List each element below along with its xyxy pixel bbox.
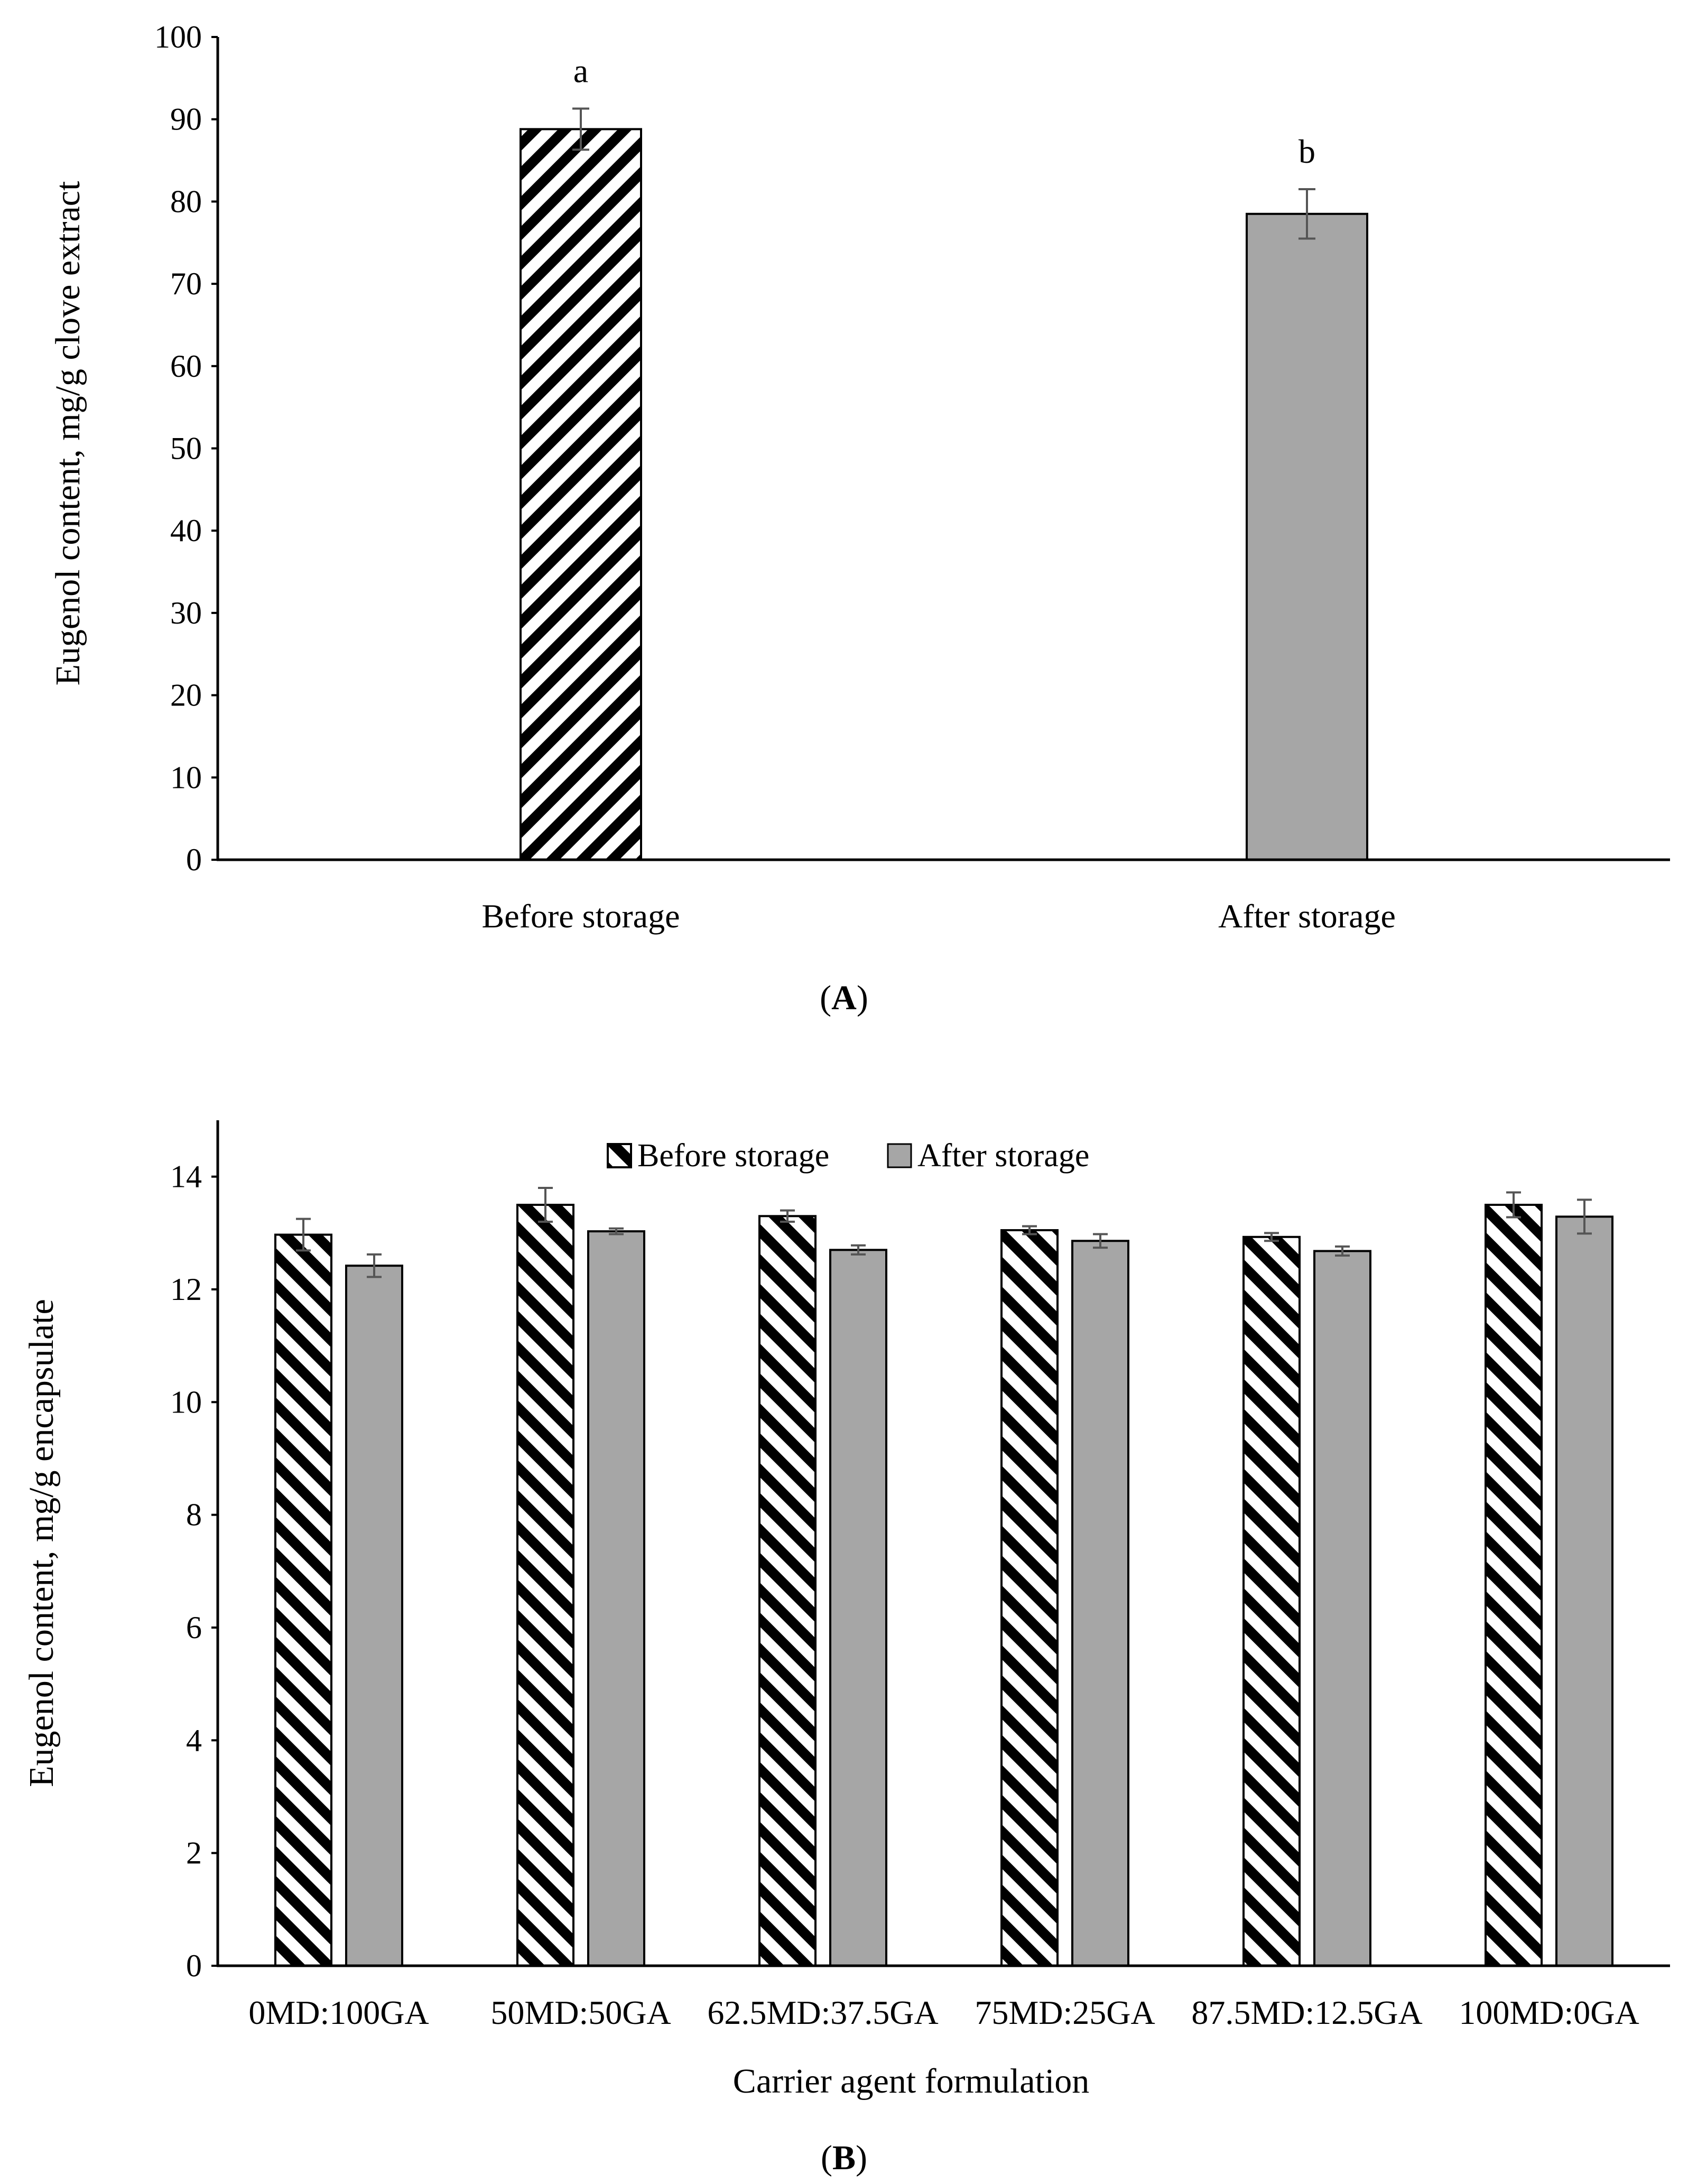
- chart-b-error-bar-100md-0ga-after-storage: [1577, 1198, 1592, 1235]
- chart-a-axes: [216, 37, 1670, 861]
- chart-a-x-tick-label-after-storage: After storage: [1218, 897, 1396, 935]
- chart-a-bar-after-storage: [1246, 212, 1368, 861]
- chart-a-significance-label-before-storage: a: [573, 52, 588, 89]
- chart-b-error-bar-62-5md-37-5ga-before-storage: [780, 1209, 795, 1223]
- chart-b-y-axis-title: Eugenol content, mg/g encapsulate: [22, 1299, 61, 1787]
- chart-b-bar-100md-0ga-after-storage: [1555, 1215, 1613, 1967]
- chart-b-error-bar-75md-25ga-before-storage: [1022, 1225, 1037, 1235]
- chart-b-error-bar-0md-100ga-before-storage: [296, 1218, 311, 1252]
- legend-swatch-before-storage: [607, 1143, 632, 1168]
- chart-b-panel-label: (B): [821, 2139, 867, 2177]
- chart-b-y-tick-label-6: 6: [186, 1610, 202, 1645]
- chart-b-bar-50md-50ga-after-storage: [587, 1230, 645, 1967]
- chart-b-bar-0md-100ga-after-storage: [345, 1265, 403, 1967]
- chart-b-x-tick-label-50md-50ga: 50MD:50GA: [490, 1994, 671, 2031]
- chart-b-x-tick-label-0md-100ga: 0MD:100GA: [248, 1994, 429, 2031]
- chart-b-y-tick-label-14: 14: [170, 1159, 202, 1194]
- chart-a-y-tick-label-50: 50: [170, 431, 202, 466]
- chart-a-significance-label-after-storage: b: [1299, 133, 1315, 170]
- chart-a-y-tick-label-30: 30: [170, 596, 202, 630]
- chart-a-y-tick-label-10: 10: [170, 760, 202, 795]
- chart-a-y-tick-label-80: 80: [170, 184, 202, 219]
- chart-b-x-tick-label-100md-0ga: 100MD:0GA: [1459, 1994, 1639, 2031]
- chart-b-y-tick-label-4: 4: [186, 1723, 202, 1758]
- chart-b-error-bar-0md-100ga-after-storage: [367, 1253, 382, 1278]
- legend-swatch-after-storage: [887, 1143, 912, 1168]
- chart-b-x-tick-label-62-5md-37-5ga: 62.5MD:37.5GA: [707, 1994, 938, 2031]
- legend-item-before-storage: Before storage: [607, 1138, 829, 1174]
- chart-a-y-tick-label-100: 100: [154, 20, 202, 54]
- chart-b-bar-75md-25ga-after-storage: [1071, 1240, 1129, 1967]
- chart-b-y-tick-label-12: 12: [170, 1272, 202, 1307]
- chart-a-y-tick-label-0: 0: [186, 842, 202, 877]
- chart-b-bars: [274, 1187, 1613, 1967]
- chart-b-axes: [216, 1120, 1670, 1967]
- chart-b-bar-62-5md-37-5ga-after-storage: [829, 1249, 887, 1967]
- chart-a-panel-label: (A): [820, 979, 868, 1017]
- chart-b-legend: Before storage After storage: [607, 1138, 1089, 1174]
- chart-a-y-tick-label-40: 40: [170, 513, 202, 548]
- chart-b-error-bar-50md-50ga-after-storage: [609, 1227, 624, 1235]
- chart-b-y-tick-label-2: 2: [186, 1836, 202, 1871]
- chart-b-bar-87-5md-12-5ga-after-storage: [1313, 1250, 1371, 1967]
- chart-b-error-bar-75md-25ga-after-storage: [1093, 1233, 1108, 1249]
- chart-a-y-tick-label-70: 70: [170, 266, 202, 301]
- chart-a-y-tick-label-60: 60: [170, 349, 202, 384]
- chart-b-error-bar-50md-50ga-before-storage: [538, 1187, 553, 1223]
- chart-b-y-tick-label-0: 0: [186, 1948, 202, 1983]
- chart-b: 0 2 4 6 8 10 12 14 0MD:100GA 50MD:50GA 62.5MD:37.…: [22, 1120, 1670, 2177]
- chart-a-x-axis-labels: Before storage After storage: [482, 897, 1396, 935]
- chart-a-bar-before-storage: [520, 128, 642, 861]
- chart-b-y-tick-label-8: 8: [186, 1498, 202, 1532]
- chart-b-x-axis-labels: 0MD:100GA 50MD:50GA 62.5MD:37.5GA 75MD:25GA…: [248, 1994, 1639, 2031]
- chart-b-bar-50md-50ga-before-storage: [516, 1204, 574, 1967]
- chart-a-y-tick-label-20: 20: [170, 678, 202, 713]
- legend-item-after-storage: After storage: [887, 1138, 1089, 1174]
- legend-label-after-storage: After storage: [917, 1138, 1089, 1174]
- chart-b-bar-62-5md-37-5ga-before-storage: [758, 1215, 817, 1967]
- chart-a-y-axis-title: Eugenol content, mg/g clove extract: [49, 181, 87, 686]
- chart-a-bars: ab: [520, 52, 1368, 861]
- chart-a-x-tick-label-before-storage: Before storage: [482, 897, 680, 935]
- chart-b-x-axis-title: Carrier agent formulation: [733, 2062, 1089, 2101]
- chart-b-error-bar-62-5md-37-5ga-after-storage: [851, 1244, 866, 1256]
- chart-a-y-tick-label-90: 90: [170, 102, 202, 137]
- chart-b-bar-75md-25ga-before-storage: [1000, 1229, 1059, 1967]
- legend-label-before-storage: Before storage: [637, 1138, 829, 1174]
- chart-b-bar-87-5md-12-5ga-before-storage: [1242, 1235, 1301, 1967]
- chart-b-y-axis-ticks: 0 2 4 6 8 10 12 14: [170, 1159, 218, 1983]
- chart-a-error-bar-before-storage: [572, 107, 589, 151]
- chart-b-x-tick-label-87-5md-12-5ga: 87.5MD:12.5GA: [1191, 1994, 1422, 2031]
- chart-b-error-bar-87-5md-12-5ga-before-storage: [1264, 1232, 1279, 1242]
- chart-a-error-bar-after-storage: [1299, 188, 1315, 240]
- chart-b-y-tick-label-10: 10: [170, 1384, 202, 1419]
- chart-b-error-bar-100md-0ga-before-storage: [1506, 1191, 1521, 1219]
- chart-b-x-tick-label-75md-25ga: 75MD:25GA: [975, 1994, 1155, 2031]
- chart-b-bar-100md-0ga-before-storage: [1485, 1204, 1543, 1967]
- chart-a-y-axis-ticks: 0 10 20 30 40 50 60 70 80 90 100: [154, 20, 218, 877]
- chart-b-error-bar-87-5md-12-5ga-after-storage: [1335, 1245, 1350, 1257]
- chart-b-bar-0md-100ga-before-storage: [274, 1233, 332, 1967]
